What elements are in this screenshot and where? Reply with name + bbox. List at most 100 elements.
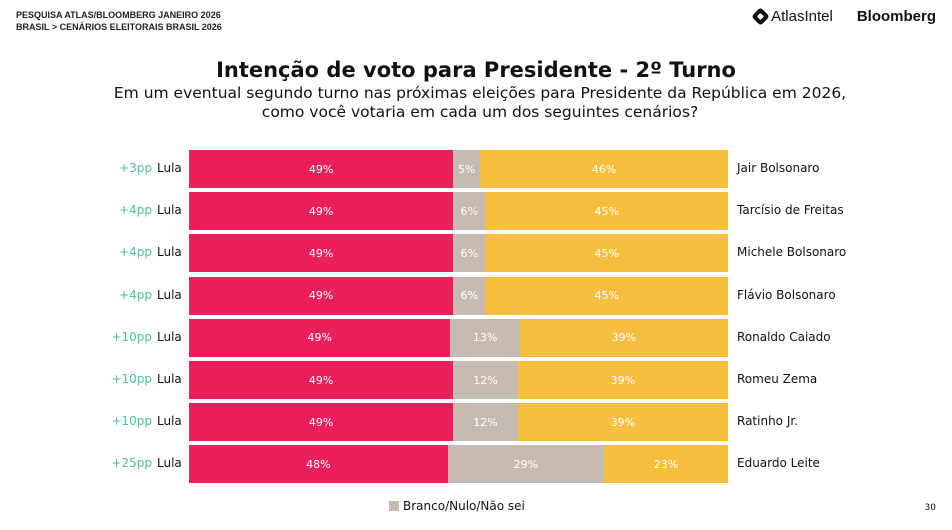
survey-header: PESQUISA ATLAS/BLOOMBERG JANEIRO 2026 BR… [16,9,222,33]
opponent-segment: 45% [485,234,728,273]
opponent-segment: 39% [517,361,728,399]
right-candidate-label: Flávio Bolsonaro [737,287,836,302]
blank-segment: 6% [453,234,486,273]
opponent-segment-label: 45% [594,289,619,303]
left-candidate-label: Lula [157,287,182,302]
right-candidate-label: Ratinho Jr. [737,414,799,429]
bloomberg-logo: Bloomberg [856,8,936,25]
margin-label: +10pp [111,414,152,429]
chart-row: +4pp Lula 49% 6% 45% Michele Bolsonaro [0,234,952,273]
stacked-bar: 49% 12% 39% [189,403,728,442]
opponent-segment-label: 39% [610,415,636,429]
stacked-bar: 49% 5% 46% [189,150,728,188]
blank-segment-label: 13% [472,331,498,345]
blank-segment-label: 12% [473,373,498,387]
blank-segment-label: 6% [460,204,478,218]
lula-segment: 49% [189,361,454,399]
right-candidate-label: Jair Bolsonaro [737,161,820,175]
lula-segment-label: 49% [308,246,334,260]
chart-subtitle: Em um eventual segundo turno nas próxima… [113,84,847,121]
chart-row: +10pp Lula 49% 12% 39% Ratinho Jr. [0,403,952,442]
right-candidate-label: Romeu Zema [737,372,818,386]
blank-segment: 6% [453,192,486,231]
opponent-segment: 45% [485,276,728,315]
blank-segment: 6% [453,276,486,315]
chart-row: +10pp Lula 49% 13% 39% Ronaldo Caiado [0,318,952,357]
blank-segment: 29% [447,445,605,484]
lula-segment: 49% [189,318,451,357]
lula-segment-label: 49% [308,373,334,387]
right-candidate-label: Ronaldo Caiado [737,329,831,344]
lula-segment-label: 48% [306,457,331,471]
page-number: 30 [924,503,936,513]
stacked-bar: 49% 6% 45% [189,234,728,273]
breadcrumb: BRASIL > CENÁRIOS ELEITORAIS BRASIL 2026 [16,22,222,32]
logos: AtlasIntel Bloomberg [751,7,936,26]
stacked-bar: 49% 6% 45% [189,192,728,231]
chart-row: +4pp Lula 49% 6% 45% Flávio Bolsonaro [0,276,952,315]
opponent-segment: 46% [480,150,728,188]
chart-row: +3pp Lula 49% 5% 46% Jair Bolsonaro [0,150,952,188]
lula-segment-label: 49% [307,331,332,345]
atlasintel-diamond-icon [751,7,770,26]
blank-segment-label: 6% [460,246,478,260]
lula-segment: 49% [189,150,454,188]
opponent-segment: 23% [604,445,728,484]
opponent-segment-label: 39% [611,331,637,345]
left-candidate-label: Lula [157,456,182,471]
atlasintel-text: AtlasIntel [771,8,833,25]
margin-label: +4pp [119,245,152,260]
blank-segment: 12% [453,403,518,442]
blank-segment-label: 12% [473,415,498,429]
legend-label: Branco/Nulo/Não sei [403,499,525,513]
margin-label: +4pp [119,287,152,302]
blank-segment-label: 5% [457,162,476,176]
right-candidate-label: Tarcísio de Freitas [737,203,844,218]
margin-label: +3pp [119,161,152,175]
opponent-segment-label: 46% [591,162,617,176]
right-candidate-label: Michele Bolsonaro [737,245,847,260]
stacked-bar: 49% 6% 45% [189,276,728,315]
lula-segment-label: 49% [308,289,334,303]
opponent-segment-label: 45% [594,246,619,260]
opponent-segment-label: 39% [610,373,636,387]
chart-row: +4pp Lula 49% 6% 45% Tarcísio de Freitas [0,192,952,231]
margin-label: +10pp [111,372,152,386]
chart-title: Intenção de voto para Presidente - 2º Tu… [216,58,736,82]
lula-segment: 49% [189,403,454,442]
chart-row: +25pp Lula 48% 29% 23% Eduardo Leite [0,445,952,484]
margin-label: +25pp [111,456,152,471]
opponent-segment-label: 23% [653,457,679,471]
margin-label: +10pp [111,329,152,344]
lula-segment-label: 49% [308,162,334,176]
lula-segment: 49% [189,276,454,315]
left-candidate-label: Lula [157,161,182,175]
opponent-segment-label: 45% [594,204,619,218]
lula-segment-label: 49% [308,204,334,218]
right-candidate-label: Eduardo Leite [737,456,820,471]
survey-title: PESQUISA ATLAS/BLOOMBERG JANEIRO 2026 [16,10,221,20]
blank-segment: 12% [453,361,518,399]
left-candidate-label: Lula [157,372,182,386]
opponent-segment: 45% [485,192,728,231]
blank-segment: 5% [453,150,481,188]
margin-label: +4pp [119,203,152,218]
stacked-bar: 48% 29% 23% [189,445,728,484]
lula-segment-label: 49% [308,415,334,429]
lula-segment: 49% [189,192,454,231]
blank-segment: 13% [450,318,520,357]
opponent-segment: 39% [519,318,728,357]
atlasintel-logo: AtlasIntel [751,7,833,26]
chart-row: +10pp Lula 49% 12% 39% Romeu Zema [0,361,952,399]
lula-segment: 48% [189,445,448,484]
stacked-bar: 49% 12% 39% [189,361,728,399]
stacked-bar: 49% 13% 39% [189,318,728,357]
legend: Branco/Nulo/Não sei [389,499,525,513]
left-candidate-label: Lula [157,245,182,260]
lula-segment: 49% [189,234,454,273]
opponent-segment: 39% [517,403,728,442]
left-candidate-label: Lula [157,203,182,218]
left-candidate-label: Lula [157,329,182,344]
blank-segment-label: 6% [460,289,478,303]
legend-swatch-blank [389,501,399,511]
